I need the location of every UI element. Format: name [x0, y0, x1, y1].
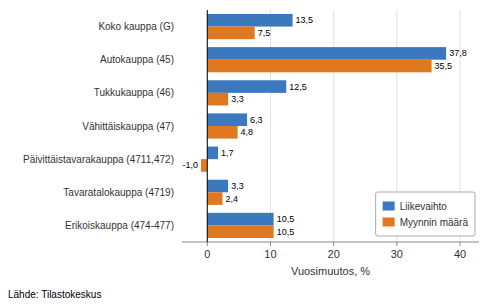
legend-label: Myynnin määrä: [400, 217, 469, 228]
bar: [207, 180, 228, 193]
bar: [207, 225, 273, 238]
data-label: 6,3: [250, 115, 263, 125]
category-label: Autokauppa (45): [100, 54, 174, 65]
legend: Liikevaihto Myynnin määrä: [376, 192, 475, 236]
x-axis-label: Vuosimuutos, %: [291, 265, 370, 277]
bar: [207, 80, 286, 93]
data-label: -1,0: [182, 160, 198, 170]
data-label: 3,3: [231, 94, 244, 104]
bar: [207, 27, 254, 40]
tick-label: 10: [264, 248, 276, 260]
legend-swatch: [383, 202, 395, 211]
bar: [207, 213, 273, 226]
grid-line: [333, 10, 334, 242]
bar: [207, 93, 228, 106]
legend-label: Liikevaihto: [400, 201, 448, 212]
category-label: Erikoiskauppa (474-477): [65, 220, 174, 231]
bar: [201, 159, 207, 172]
tick-mark: [333, 242, 334, 246]
data-label: 1,7: [221, 148, 234, 158]
chart: 0 10 20 30 40 10,5 3,3 1,7 6,3 12,5 37,8 13,5 10,5 2,…: [0, 0, 493, 304]
data-label: 37,8: [449, 48, 467, 58]
tick-mark: [270, 242, 271, 246]
bar: [207, 147, 218, 160]
zero-line: [207, 10, 208, 242]
data-label: 7,5: [258, 28, 271, 38]
category-label: Koko kauppa (G): [98, 21, 174, 32]
bar: [207, 14, 292, 27]
x-axis-line: [182, 242, 479, 243]
tick-mark: [460, 242, 461, 246]
bar: [207, 113, 247, 126]
tick-label: 40: [454, 248, 466, 260]
data-label: 35,5: [435, 61, 453, 71]
tick-label: 0: [204, 248, 210, 260]
legend-box: [376, 192, 475, 236]
category-label: Päivittäistavarakauppa (4711,472): [23, 154, 174, 165]
bar: [207, 60, 431, 73]
bar: [207, 192, 222, 205]
grid: [207, 10, 460, 242]
data-label: 10,5: [277, 227, 295, 237]
footnote: Lähde: Tilastokeskus: [8, 289, 101, 300]
bar: [207, 126, 237, 139]
tick-mark: [207, 242, 208, 246]
data-label: 10,5: [277, 214, 295, 224]
tick-label: 20: [328, 248, 340, 260]
tick-mark: [396, 242, 397, 246]
data-label: 3,3: [231, 181, 244, 191]
category-label: Tukkukauppa (46): [94, 87, 174, 98]
data-label: 13,5: [296, 15, 314, 25]
data-label: 4,8: [241, 127, 254, 137]
data-label: 2,4: [225, 194, 238, 204]
legend-swatch: [383, 218, 395, 227]
bar: [207, 47, 446, 60]
category-label: Tavaratalokauppa (4719): [63, 187, 174, 198]
tick-label: 30: [391, 248, 403, 260]
category-label: Vähittäiskauppa (47): [82, 121, 174, 132]
grid-line: [207, 10, 208, 242]
data-label: 12,5: [289, 82, 307, 92]
grid-line: [270, 10, 271, 242]
